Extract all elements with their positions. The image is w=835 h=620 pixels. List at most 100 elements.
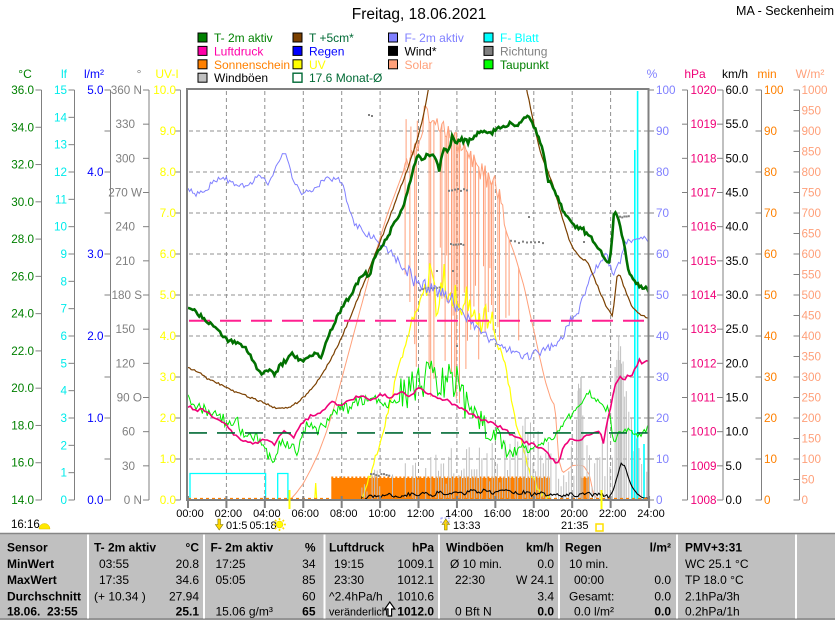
svg-text:2.0: 2.0: [160, 412, 177, 425]
svg-text:1016: 1016: [691, 221, 717, 234]
svg-text:16:00: 16:00: [484, 508, 512, 520]
svg-text:1009: 1009: [691, 460, 717, 473]
svg-text:3.4: 3.4: [537, 590, 554, 604]
svg-text:0: 0: [764, 494, 771, 507]
svg-text:20: 20: [656, 412, 670, 425]
svg-text:9: 9: [60, 248, 67, 261]
svg-text:13:33: 13:33: [453, 520, 481, 532]
svg-text:T- 2m aktiv: T- 2m aktiv: [94, 541, 156, 555]
svg-text:MinWert: MinWert: [7, 557, 54, 571]
svg-text:21:35: 21:35: [561, 520, 589, 532]
svg-text:19:15: 19:15: [334, 557, 364, 571]
svg-text:12: 12: [54, 166, 67, 179]
svg-text:0: 0: [656, 494, 663, 507]
svg-text:Luftdruck: Luftdruck: [329, 541, 385, 555]
svg-text:9.0: 9.0: [160, 125, 177, 138]
svg-text:0 N: 0 N: [124, 494, 142, 507]
svg-text:Wind*: Wind*: [405, 44, 437, 58]
svg-text:700: 700: [802, 207, 822, 220]
svg-text:15: 15: [54, 84, 68, 97]
svg-text:0.0: 0.0: [654, 605, 671, 619]
svg-text:05:05: 05:05: [216, 573, 246, 587]
svg-text:20:00: 20:00: [560, 508, 588, 520]
svg-text:20.8: 20.8: [176, 557, 200, 571]
svg-text:200: 200: [802, 412, 822, 425]
svg-text:18:00: 18:00: [522, 508, 550, 520]
svg-text:22:00: 22:00: [599, 508, 627, 520]
svg-text:1011: 1011: [691, 392, 716, 405]
svg-text:34.6: 34.6: [176, 573, 200, 587]
svg-text:1008: 1008: [691, 494, 717, 507]
svg-text:Durchschnitt: Durchschnitt: [7, 590, 81, 604]
svg-text:Solar: Solar: [405, 58, 433, 72]
svg-text:1009.1: 1009.1: [397, 557, 434, 571]
svg-text:90: 90: [656, 125, 670, 138]
svg-text:06:00: 06:00: [291, 508, 319, 520]
svg-text:210: 210: [115, 255, 135, 268]
svg-text:26.0: 26.0: [11, 270, 34, 283]
svg-text:80: 80: [656, 166, 670, 179]
svg-text:0: 0: [802, 494, 809, 507]
svg-text:24.0: 24.0: [11, 308, 34, 321]
svg-text:10: 10: [764, 453, 778, 466]
svg-text:0.0: 0.0: [537, 557, 554, 571]
svg-text:16.0: 16.0: [11, 457, 34, 470]
svg-text:1012: 1012: [691, 357, 717, 370]
svg-text:13: 13: [54, 139, 67, 152]
svg-text:F- Blatt: F- Blatt: [500, 31, 539, 45]
svg-text:90 O: 90 O: [117, 392, 142, 405]
svg-text:F- 2m aktiv: F- 2m aktiv: [405, 31, 464, 45]
svg-text:5.0: 5.0: [726, 460, 743, 473]
svg-text:MA - Seckenheim: MA - Seckenheim: [736, 4, 834, 18]
svg-text:12:00: 12:00: [407, 508, 435, 520]
svg-text:85: 85: [302, 573, 316, 587]
svg-text:0.0: 0.0: [160, 494, 177, 507]
svg-text:Gesamt:: Gesamt:: [569, 590, 614, 604]
svg-text:min: min: [757, 67, 776, 81]
svg-text:°: °: [137, 67, 142, 81]
svg-text:30: 30: [764, 371, 778, 384]
svg-text:10: 10: [54, 221, 68, 234]
svg-text:02:00: 02:00: [215, 508, 243, 520]
svg-text:60: 60: [122, 426, 136, 439]
svg-text:50: 50: [656, 289, 670, 302]
svg-text:^2.4hPa/h: ^2.4hPa/h: [329, 590, 383, 604]
svg-text:70: 70: [764, 207, 778, 220]
svg-text:180 S: 180 S: [111, 289, 142, 302]
svg-text:1010.6: 1010.6: [397, 590, 434, 604]
svg-text:50.0: 50.0: [726, 152, 749, 165]
svg-text:55.0: 55.0: [726, 118, 749, 131]
svg-text:5.0: 5.0: [160, 289, 177, 302]
svg-text:60: 60: [764, 248, 778, 261]
svg-text:100: 100: [802, 453, 822, 466]
svg-text:500: 500: [802, 289, 822, 302]
svg-text:F- 2m aktiv: F- 2m aktiv: [211, 541, 274, 555]
svg-text:Regen: Regen: [565, 541, 602, 555]
svg-text:350: 350: [802, 351, 822, 364]
svg-text:UV: UV: [309, 58, 326, 72]
svg-text:veränderlich: veränderlich: [329, 607, 388, 619]
svg-text:4: 4: [60, 385, 67, 398]
svg-text:20.0: 20.0: [11, 382, 34, 395]
svg-text:PMV+3:31: PMV+3:31: [685, 541, 742, 555]
svg-text:%: %: [647, 67, 658, 81]
svg-text:17:25: 17:25: [216, 557, 246, 571]
svg-text:30.0: 30.0: [11, 196, 34, 209]
svg-text:l/m²: l/m²: [650, 541, 671, 555]
svg-text:km/h: km/h: [722, 67, 748, 81]
svg-text:Regen: Regen: [309, 44, 344, 58]
svg-text:1012.0: 1012.0: [397, 605, 434, 619]
svg-text:0 Bft N: 0 Bft N: [455, 605, 492, 619]
svg-text:2.0: 2.0: [87, 330, 104, 343]
svg-text:Luftdruck: Luftdruck: [214, 44, 264, 58]
svg-text:20.0: 20.0: [726, 357, 749, 370]
svg-text:650: 650: [802, 228, 822, 241]
svg-text:1020: 1020: [691, 84, 718, 97]
svg-text:Sonnenschein: Sonnenschein: [214, 58, 290, 72]
svg-text:14.0: 14.0: [11, 494, 34, 507]
svg-text:1014: 1014: [691, 289, 718, 302]
svg-text:22:30: 22:30: [455, 573, 485, 587]
svg-text:8.0: 8.0: [160, 166, 177, 179]
svg-text:Windböen: Windböen: [214, 71, 268, 85]
svg-text:60: 60: [656, 248, 670, 261]
